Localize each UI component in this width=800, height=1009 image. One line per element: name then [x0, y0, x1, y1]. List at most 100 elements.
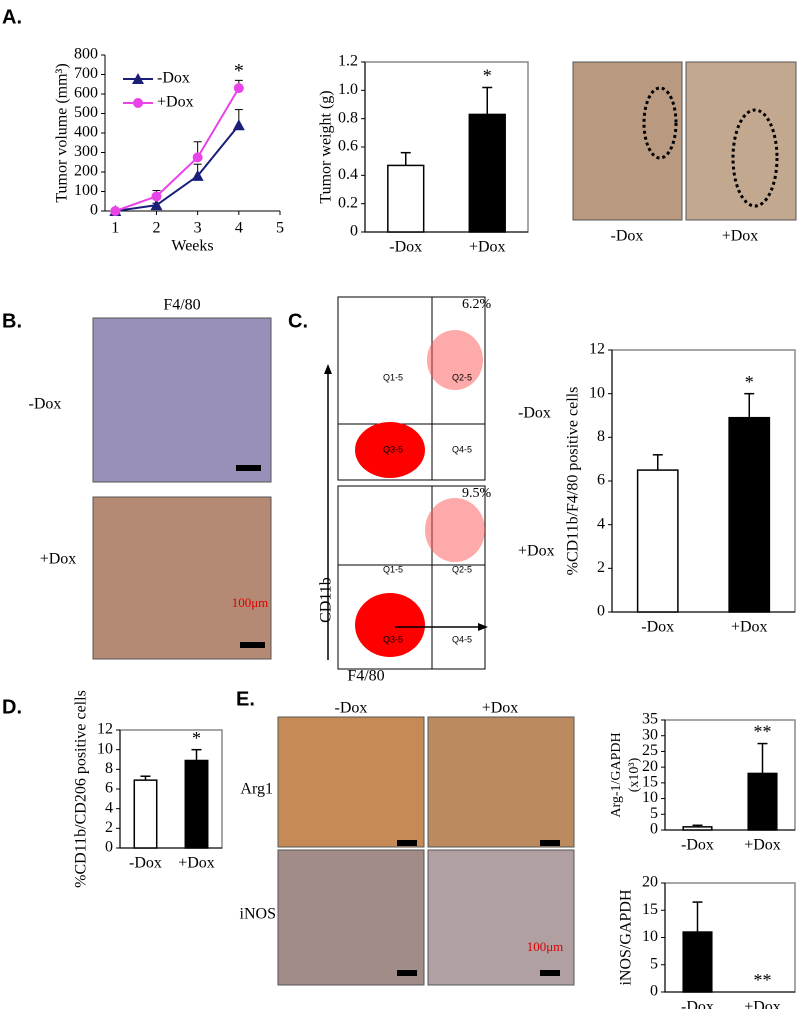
marker [110, 206, 121, 216]
row-label: -Dox [518, 405, 551, 422]
bar [728, 416, 771, 613]
annotation: * [745, 372, 754, 392]
percentage: 6.2% [462, 297, 492, 312]
legend-marker [132, 73, 144, 84]
panel-title: F4/80 [163, 297, 200, 314]
x-tick-label: +Dox [469, 239, 506, 256]
panel-label: B. [2, 310, 22, 332]
gate-label: Q1-5 [383, 564, 403, 574]
y-tick-label: 8 [105, 760, 113, 777]
y-axis-label: (x10³) [627, 757, 642, 792]
y-axis-label: %CD11b/CD206 positive cells [73, 690, 90, 888]
panel-label: E. [236, 688, 255, 710]
x-tick-label: +Dox [731, 619, 768, 636]
y-tick-label: 6 [597, 472, 605, 489]
micrograph [427, 716, 575, 848]
y-tick-label: 30 [642, 726, 658, 743]
marker [192, 152, 203, 163]
marker [150, 199, 163, 211]
photo [685, 61, 797, 221]
micrograph [277, 849, 425, 986]
flow-plots [324, 296, 488, 670]
micrograph [92, 496, 272, 660]
bar [747, 772, 778, 831]
y-tick-label: 10 [642, 789, 658, 806]
y-tick-label: 25 [642, 742, 658, 759]
bar [468, 113, 506, 233]
y-tick-label: 1.0 [338, 81, 358, 98]
y-tick-label: 0.2 [338, 194, 358, 211]
row-label: +Dox [40, 551, 77, 568]
y-tick-label: 0.8 [338, 109, 358, 126]
x-tick-label: +Dox [744, 837, 781, 854]
x-tick-label: 3 [194, 220, 202, 237]
y-tick-label: 2 [105, 819, 113, 836]
x-tick-label: -Dox [129, 855, 162, 872]
y-tick-label: 20 [642, 874, 658, 891]
x-tick-label: -Dox [681, 999, 714, 1009]
y-tick-label: 8 [597, 428, 605, 445]
annotation: * [483, 66, 492, 86]
y-tick-label: 0 [597, 603, 605, 620]
scale-bar [397, 840, 417, 846]
x-axis-label: Weeks [171, 238, 213, 255]
annotation: ** [754, 722, 772, 742]
x-tick-label: 5 [276, 220, 284, 237]
y-axis-label: iNOS/GAPDH [618, 889, 635, 985]
y-tick-label: 400 [74, 124, 98, 141]
y-axis-label: %CD11b/F4/80 positive cells [565, 387, 582, 576]
y-tick-label: 10 [589, 384, 605, 401]
gate-label: Q3-5 [383, 634, 403, 644]
legend-label: -Dox [157, 70, 190, 87]
bar [184, 759, 209, 849]
line [114, 87, 240, 212]
x-tick-label: 2 [152, 220, 160, 237]
photo [572, 61, 683, 221]
y-tick-label: 0 [650, 821, 658, 838]
scale-bar [397, 970, 417, 976]
y-tick-label: 0 [350, 223, 358, 240]
y-tick-label: 4 [597, 515, 605, 532]
gate-label: Q1-5 [383, 372, 403, 382]
gate-label: Q2-5 [452, 564, 472, 574]
y-tick-label: 2 [597, 559, 605, 576]
legend-label: +Dox [157, 94, 194, 111]
outline [731, 108, 779, 208]
column-label: -Dox [335, 700, 368, 717]
bar [682, 826, 713, 831]
micrograph [427, 849, 575, 986]
y-tick-label: 0.4 [338, 166, 358, 183]
scale-bar [540, 840, 560, 846]
y-tick-label: 15 [642, 901, 658, 918]
y-tick-label: 5 [650, 805, 658, 822]
y-tick-label: 0 [105, 839, 113, 856]
y-tick-label: 700 [74, 65, 98, 82]
x-tick-label: -Dox [389, 239, 422, 256]
y-tick-label: 4 [105, 799, 113, 816]
x-tick-label: -Dox [641, 619, 674, 636]
y-tick-label: 6 [105, 780, 113, 797]
bar [682, 931, 713, 993]
row-label: +Dox [518, 543, 555, 560]
y-axis-label: Arg-1/GAPDH [609, 732, 624, 817]
x-tick-label: 4 [235, 220, 243, 237]
scale-label: 100μm [232, 595, 269, 610]
marker [232, 119, 245, 131]
y-tick-label: 10 [97, 740, 113, 757]
panel-label: D. [2, 696, 22, 718]
y-tick-label: 20 [642, 758, 658, 775]
row-label: Arg1 [240, 781, 273, 798]
gate-label: Q3-5 [383, 444, 403, 454]
y-tick-label: 15 [642, 774, 658, 791]
y-tick-label: 600 [74, 85, 98, 102]
scale-bar [236, 465, 261, 471]
photo-label: +Dox [722, 228, 759, 245]
y-tick-label: 35 [642, 711, 658, 728]
y-tick-label: 200 [74, 163, 98, 180]
y-tick-label: 1.2 [338, 53, 358, 70]
bar [387, 164, 425, 233]
gate-label: Q2-5 [452, 372, 472, 382]
y-tick-label: 500 [74, 104, 98, 121]
